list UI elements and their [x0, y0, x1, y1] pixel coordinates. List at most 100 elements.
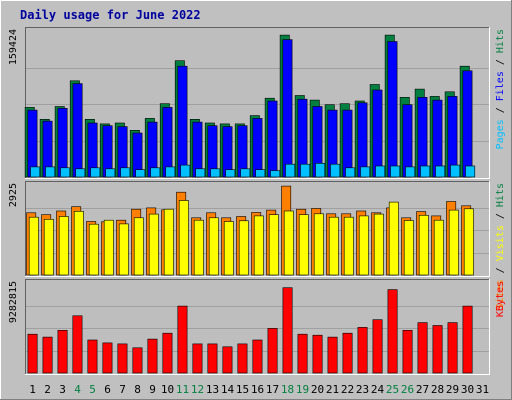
- legend-visits: Visits: [495, 225, 506, 261]
- bar-kbytes-17: [267, 328, 278, 374]
- bar-files-23: [357, 102, 368, 178]
- bar-sites-16: [253, 215, 264, 276]
- bar-kbytes-26: [402, 329, 413, 374]
- x-tick-label: 6: [104, 383, 111, 396]
- x-tick-label: 17: [266, 383, 279, 396]
- bar-kbytes-30: [462, 305, 473, 374]
- bar-pages-16: [255, 169, 266, 178]
- bar-kbytes-11: [177, 305, 188, 374]
- series-pages: [30, 163, 476, 178]
- x-tick-label: 10: [161, 383, 174, 396]
- panel-3: 9282815 KBytes: [8, 279, 506, 375]
- bar-sites-13: [208, 217, 219, 276]
- bar-files-18: [282, 39, 293, 178]
- bar-kbytes-18: [282, 287, 293, 374]
- panel-1: 159424 Pages / Files / Hits: [8, 27, 506, 179]
- bar-pages-18: [285, 163, 296, 178]
- legend-pages: Pages: [495, 119, 506, 149]
- bar-pages-3: [60, 167, 71, 178]
- x-tick-label: 13: [206, 383, 219, 396]
- bar-kbytes-22: [342, 332, 353, 374]
- bar-pages-22: [345, 167, 356, 178]
- bar-sites-27: [418, 215, 429, 276]
- bar-kbytes-1: [27, 333, 38, 374]
- bar-pages-24: [375, 165, 386, 178]
- bar-kbytes-16: [252, 339, 263, 374]
- bar-sites-3: [58, 216, 69, 276]
- x-tick-label: 11: [176, 383, 189, 396]
- bar-pages-28: [435, 165, 446, 178]
- bar-kbytes-4: [72, 315, 83, 374]
- legend: KBytes: [495, 281, 506, 317]
- bar-files-22: [342, 109, 353, 178]
- legend-files: Files: [495, 71, 506, 101]
- bar-pages-29: [450, 164, 461, 178]
- panels-group: 159424 Pages / Files / Hits 2925 Sites / Vi…: [8, 27, 506, 375]
- series-sites: [28, 200, 474, 276]
- bar-pages-2: [45, 166, 56, 178]
- bar-kbytes-9: [147, 338, 158, 374]
- series-kbytes: [27, 287, 473, 374]
- bar-pages-25: [390, 165, 401, 178]
- x-tick-label: 5: [89, 383, 96, 396]
- x-tick-label: 9: [149, 383, 156, 396]
- x-tick-label: 27: [416, 383, 429, 396]
- bar-files-10: [162, 107, 173, 178]
- bar-files-25: [387, 41, 398, 178]
- legend-sites: Sites: [495, 279, 506, 309]
- legend-kbytes: KBytes: [495, 281, 506, 317]
- bar-pages-1: [30, 166, 41, 178]
- panel-2: 2925 Sites / Visits / Hits: [8, 181, 506, 309]
- bar-kbytes-13: [207, 343, 218, 374]
- bar-files-11: [177, 65, 188, 178]
- bar-files-26: [402, 104, 413, 178]
- legend: Sites / Visits / Hits: [495, 183, 506, 309]
- x-tick-label: 25: [386, 383, 399, 396]
- x-tick-label: 19: [296, 383, 309, 396]
- x-tick-label: 28: [431, 383, 444, 396]
- bar-kbytes-3: [57, 329, 68, 374]
- legend-separator: /: [495, 53, 506, 71]
- bar-pages-30: [465, 165, 476, 178]
- bar-pages-6: [105, 168, 116, 178]
- x-tick-label: 4: [74, 383, 81, 396]
- x-tick-label: 7: [119, 383, 126, 396]
- bar-kbytes-28: [432, 325, 443, 374]
- bar-kbytes-5: [87, 339, 98, 374]
- y-max-label: 9282815: [8, 281, 19, 323]
- x-tick-label: 14: [221, 383, 235, 396]
- bar-files-17: [267, 100, 278, 178]
- bar-sites-7: [118, 223, 129, 276]
- x-tick-label: 21: [326, 383, 339, 396]
- bar-kbytes-10: [162, 332, 173, 374]
- x-tick-label: 20: [311, 383, 324, 396]
- bar-kbytes-24: [372, 319, 383, 374]
- x-tick-label: 31: [476, 383, 489, 396]
- bar-sites-14: [223, 221, 234, 276]
- bar-pages-21: [330, 163, 341, 178]
- bar-files-27: [417, 97, 428, 178]
- bar-pages-26: [405, 166, 416, 178]
- bar-pages-20: [315, 163, 326, 178]
- bar-sites-28: [433, 219, 444, 276]
- x-axis: 1 2 3 4 5 6 7 8 9 10 11 12 13 14 15 16 17 18 19 20 21 22 23 24 2…: [29, 383, 489, 396]
- bar-sites-26: [403, 220, 414, 276]
- x-tick-label: 15: [236, 383, 249, 396]
- bar-kbytes-21: [327, 336, 338, 374]
- bar-pages-8: [135, 169, 146, 178]
- legend-hits: Hits: [495, 29, 506, 53]
- bar-sites-12: [193, 219, 204, 276]
- bar-sites-20: [313, 213, 324, 276]
- bar-kbytes-23: [357, 327, 368, 374]
- bar-pages-11: [180, 164, 191, 178]
- bar-pages-7: [120, 167, 131, 178]
- bar-kbytes-8: [132, 347, 143, 374]
- x-tick-label: 22: [341, 383, 354, 396]
- bar-sites-15: [238, 220, 249, 276]
- x-tick-label: 24: [371, 383, 385, 396]
- x-tick-label: 2: [44, 383, 51, 396]
- x-tick-label: 18: [281, 383, 294, 396]
- bar-sites-8: [133, 217, 144, 276]
- x-tick-label: 29: [446, 383, 459, 396]
